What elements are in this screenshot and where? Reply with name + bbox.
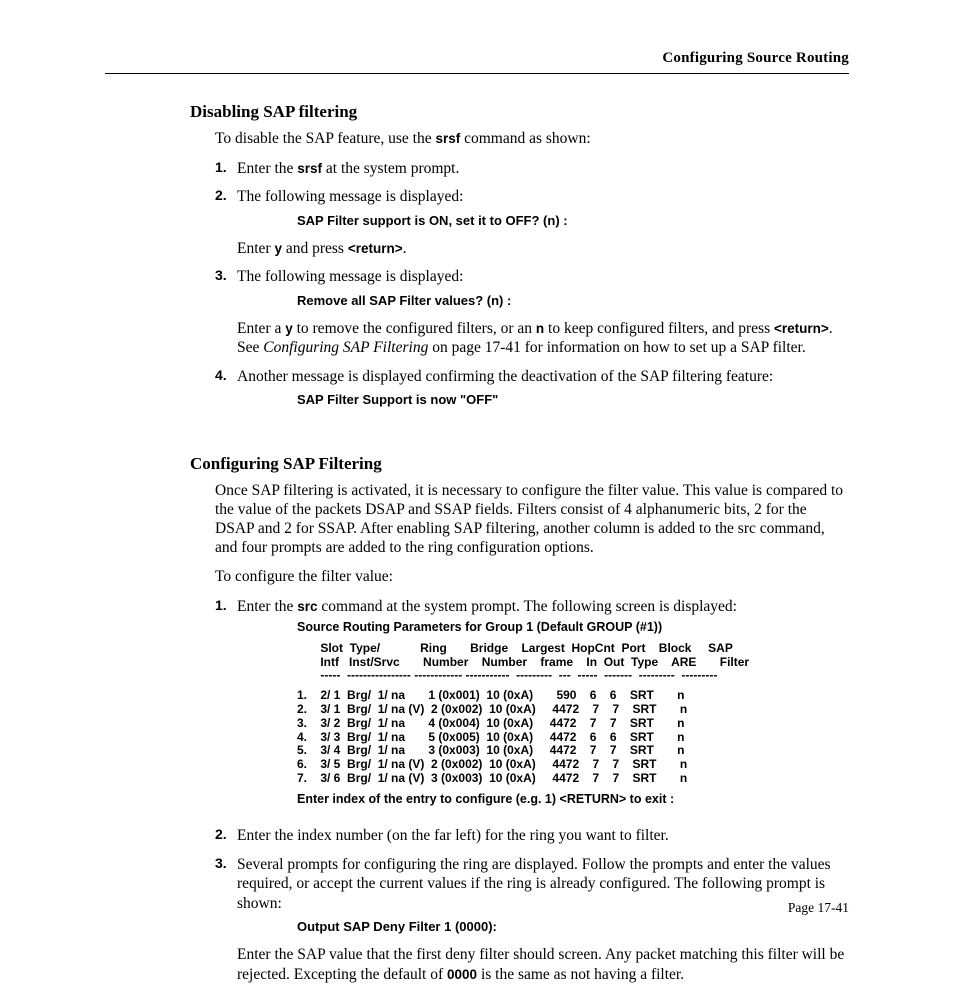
- t: Enter: [237, 240, 274, 257]
- t: The following message is displayed:: [237, 188, 463, 205]
- page-number: Page 17-41: [788, 900, 849, 916]
- s2-p2: To configure the filter value:: [215, 568, 849, 587]
- step-3: 3. The following message is displayed: R…: [215, 267, 849, 357]
- cmd: srsf: [297, 161, 322, 176]
- t: Enter a: [237, 320, 285, 337]
- t: Enter the index number (on the far left)…: [237, 827, 669, 844]
- t: on page 17-41 for information on how to …: [428, 339, 741, 356]
- msg-remove: Remove all SAP Filter values? (n) :: [297, 293, 849, 309]
- sap: SAP: [741, 339, 769, 356]
- return: <return>: [348, 241, 403, 256]
- step-num: 1.: [215, 597, 237, 818]
- intro-post: command as shown:: [460, 130, 590, 147]
- s2-step-1: 1. Enter the src command at the system p…: [215, 597, 849, 818]
- intro-sc: SAP: [306, 130, 334, 147]
- t: .: [403, 240, 407, 257]
- return: <return>: [774, 321, 829, 336]
- after-msg2: Enter a y to remove the configured filte…: [237, 319, 849, 358]
- table-rows: 1. 2/ 1 Brg/ 1/ na 1 (0x001) 10 (0xA) 59…: [297, 689, 849, 786]
- t: filtering feature:: [668, 368, 773, 385]
- s2-step-2: 2. Enter the index number (on the far le…: [215, 826, 849, 845]
- step-4: 4. Another message is displayed confirmi…: [215, 367, 849, 419]
- steps-list-2: 1. Enter the src command at the system p…: [215, 597, 849, 984]
- step-body: Enter the srsf at the system prompt.: [237, 159, 849, 178]
- step-body: Enter the index number (on the far left)…: [237, 826, 849, 845]
- n: n: [536, 321, 544, 336]
- step-num: 3.: [215, 855, 237, 984]
- step-body: The following message is displayed: SAP …: [237, 187, 849, 258]
- step-num: 2.: [215, 826, 237, 845]
- intro-pre: To disable the: [215, 130, 306, 147]
- step-2: 2. The following message is displayed: S…: [215, 187, 849, 258]
- y: y: [285, 321, 293, 336]
- enter-y: Enter y and press <return>.: [237, 239, 849, 258]
- t: Enter the: [237, 946, 297, 963]
- step-num: 1.: [215, 159, 237, 178]
- t: filter.: [769, 339, 806, 356]
- step-body: Several prompts for configuring the ring…: [237, 855, 849, 984]
- s2-p1: Once SAP filtering is activated, it is n…: [215, 482, 849, 558]
- steps-list-1: 1. Enter the srsf at the system prompt. …: [215, 159, 849, 418]
- s2-step-3: 3. Several prompts for configuring the r…: [215, 855, 849, 984]
- prompt: Output SAP Deny Filter 1 (0000):: [297, 919, 849, 935]
- step-body: Another message is displayed confirming …: [237, 367, 849, 419]
- t: Several prompts for configuring the ring…: [237, 856, 831, 912]
- sap: SAP: [297, 946, 325, 963]
- table-footer: Enter index of the entry to configure (e…: [297, 792, 849, 808]
- section-title-disabling: Disabling SAP filtering: [190, 102, 849, 122]
- table-title: Source Routing Parameters for Group 1 (D…: [297, 620, 849, 636]
- t: Another message is displayed confirming …: [237, 368, 640, 385]
- step-body: Enter the src command at the system prom…: [237, 597, 849, 818]
- zeros: 0000: [447, 967, 477, 982]
- section-title-configuring: Configuring SAP Filtering: [190, 454, 849, 474]
- t: Enter the: [237, 598, 297, 615]
- t: The following message is displayed:: [237, 268, 463, 285]
- intro-cmd: srsf: [435, 131, 460, 146]
- step-num: 3.: [215, 267, 237, 357]
- msg-off: SAP Filter Support is now "OFF": [297, 392, 849, 408]
- msg-sap-on: SAP Filter support is ON, set it to OFF?…: [297, 213, 849, 229]
- spacer: [105, 428, 849, 454]
- step-1: 1. Enter the srsf at the system prompt.: [215, 159, 849, 178]
- t: command at the system prompt. The follow…: [318, 598, 737, 615]
- t: at the system prompt.: [322, 160, 459, 177]
- step-num: 4.: [215, 367, 237, 419]
- t: to keep configured filters, and press: [544, 320, 774, 337]
- t: and press: [282, 240, 348, 257]
- y: y: [274, 241, 282, 256]
- sap: SAP: [640, 368, 668, 385]
- intro-para: To disable the SAP feature, use the srsf…: [215, 130, 849, 149]
- running-head: Configuring Source Routing: [105, 50, 849, 74]
- page: Configuring Source Routing Disabling SAP…: [0, 0, 954, 954]
- intro-mid: feature, use the: [333, 130, 435, 147]
- table-header: Slot Type/ Ring Bridge Largest HopCnt Po…: [297, 642, 849, 683]
- cmd: src: [297, 599, 317, 614]
- xref: Configuring SAP Filtering: [263, 339, 428, 356]
- step-num: 2.: [215, 187, 237, 258]
- after-prompt: Enter the SAP value that the first deny …: [237, 945, 849, 984]
- t: is the same as not having a filter.: [477, 966, 684, 983]
- step-body: The following message is displayed: Remo…: [237, 267, 849, 357]
- t: to remove the configured filters, or an: [293, 320, 536, 337]
- t: Enter the: [237, 160, 297, 177]
